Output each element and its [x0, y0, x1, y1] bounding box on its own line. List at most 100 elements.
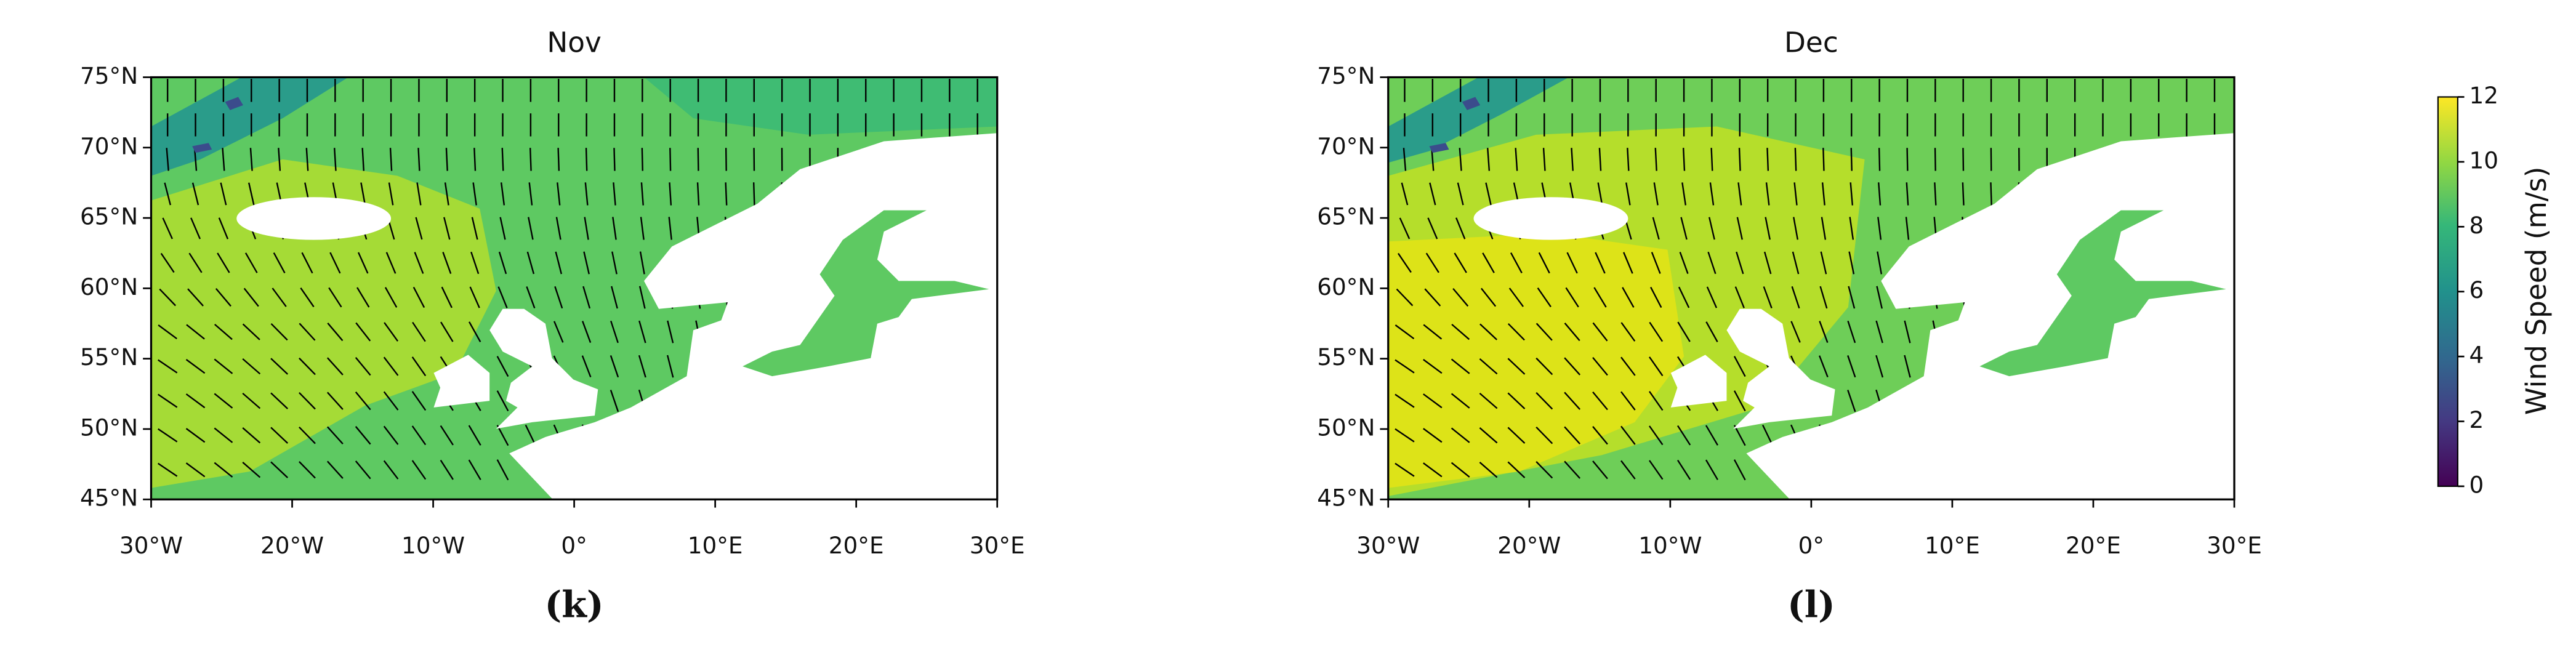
wind-arrow [188, 252, 203, 273]
wind-arrow [1423, 428, 1443, 443]
wind-arrow [1592, 460, 1608, 480]
wind-arrow [1819, 321, 1829, 344]
wind-arrow [472, 182, 477, 206]
wind-arrow [1598, 148, 1602, 171]
wind-arrow [242, 358, 261, 375]
panel-caption: (l) [1787, 583, 1835, 625]
wind-arrow [1396, 288, 1414, 307]
wind-arrow [529, 148, 532, 171]
wind-arrow [383, 425, 399, 445]
wind-arrow [1905, 217, 1910, 240]
wind-arrow [500, 182, 505, 206]
y-tick-label: 55°N [1317, 344, 1375, 371]
wind-arrow [442, 252, 452, 274]
wind-arrow [222, 148, 225, 171]
wind-arrow [158, 359, 178, 374]
wind-arrow [528, 182, 533, 206]
wind-arrow [1623, 252, 1633, 274]
x-tick-label: 20°E [829, 532, 884, 559]
wind-arrow [270, 323, 288, 341]
wind-arrow [1507, 358, 1526, 375]
wind-arrow [1451, 323, 1470, 340]
wind-arrow [1627, 148, 1630, 171]
wind-arrow [1425, 252, 1439, 273]
wind-arrow [1766, 148, 1769, 171]
wind-arrow [1507, 461, 1526, 478]
x-tick-label: 0° [561, 532, 587, 559]
wind-arrow [385, 252, 396, 274]
wind-arrow [468, 425, 481, 446]
colorbar-tick-label: 8 [2469, 212, 2484, 239]
wind-arrow [1620, 391, 1636, 411]
wind-arrow [357, 252, 369, 274]
wind-arrow [1537, 287, 1552, 308]
wind-arrow [415, 217, 423, 240]
wind-arrow [411, 391, 427, 411]
wind-arrow [1431, 148, 1435, 171]
wind-arrow [411, 425, 427, 446]
wind-arrow [248, 182, 255, 206]
wind-arrow [1592, 392, 1608, 411]
wind-arrow [554, 286, 563, 309]
wind-arrow [270, 461, 289, 478]
wind-arrow [611, 251, 618, 275]
x-tick-label: 30°W [119, 532, 183, 559]
wind-arrow [242, 392, 261, 409]
y-tick-label: 55°N [80, 344, 138, 371]
wind-arrow [214, 462, 233, 478]
wind-arrow [1592, 426, 1608, 445]
wind-arrow [1819, 355, 1829, 377]
wind-arrow [417, 148, 421, 171]
y-tick-label: 50°N [1317, 414, 1375, 441]
wind-arrow [299, 461, 316, 479]
wind-arrow [1564, 460, 1581, 479]
colorbar-tick-label: 6 [2469, 276, 2484, 303]
wind-arrow [1536, 426, 1553, 444]
wind-arrow [1564, 323, 1580, 342]
wind-arrow [1650, 286, 1662, 308]
wind-arrow [584, 182, 589, 206]
wind-arrow [555, 217, 561, 240]
wind-arrow [1652, 217, 1660, 240]
wind-arrow [1395, 359, 1415, 374]
wind-arrow [327, 323, 344, 342]
wind-arrow [441, 286, 453, 308]
wind-arrow [1507, 392, 1526, 409]
wind-arrow [1423, 359, 1443, 374]
wind-arrow [445, 148, 448, 171]
wind-arrow [1429, 182, 1436, 206]
wind-arrow [299, 426, 316, 444]
wind-arrow [1564, 392, 1581, 410]
wind-arrow [1395, 462, 1415, 477]
wind-arrow [1625, 182, 1631, 206]
wind-arrow [305, 148, 309, 171]
colorbar-tick-label: 12 [2469, 82, 2499, 109]
wind-arrow [526, 251, 535, 275]
wind-arrow [1820, 251, 1827, 275]
wind-arrow [162, 217, 173, 239]
wind-arrow [469, 321, 481, 342]
wind-arrow [469, 286, 480, 308]
wind-arrow [249, 148, 253, 171]
y-tick-label: 65°N [80, 203, 138, 230]
wind-arrow [557, 148, 560, 171]
wind-arrow [164, 182, 171, 206]
wind-arrow [1459, 148, 1462, 171]
colorbar-tick-label: 0 [2469, 471, 2484, 498]
wind-arrow [471, 217, 478, 240]
wind-arrow [444, 182, 449, 206]
wind-arrow [1738, 148, 1741, 171]
wind-arrow [242, 323, 260, 340]
wind-arrow [185, 428, 206, 443]
wind-arrow [1653, 182, 1659, 206]
x-tick-label: 20°W [1497, 532, 1561, 559]
wind-arrow [1962, 182, 1965, 206]
wind-arrow [1451, 462, 1470, 478]
wind-arrow [355, 460, 371, 480]
wind-arrow [278, 148, 281, 171]
wind-arrow [1481, 287, 1497, 307]
wind-arrow [725, 148, 727, 171]
wind-arrow [185, 393, 206, 409]
wind-arrow [166, 148, 169, 171]
